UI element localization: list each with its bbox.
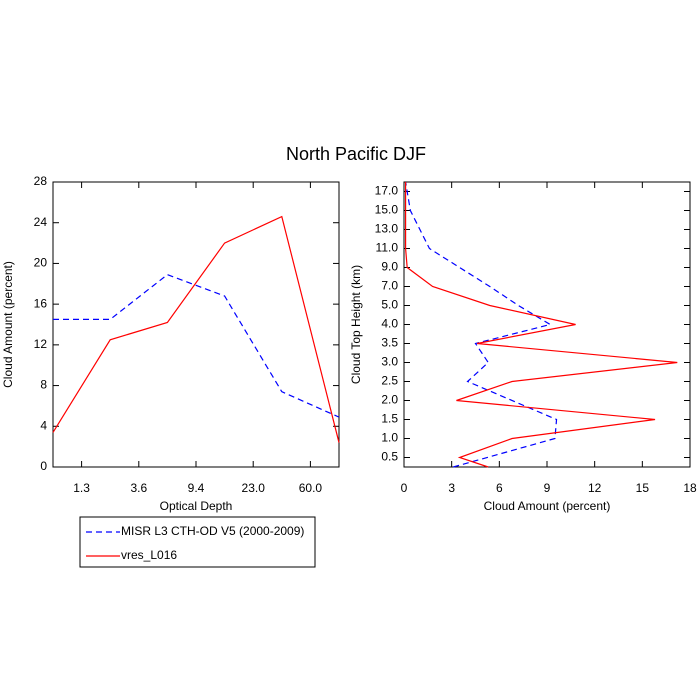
plot-frame bbox=[403, 181, 691, 468]
y-tick-label: 11.0 bbox=[376, 241, 399, 255]
x-tick-label: 6 bbox=[496, 481, 503, 495]
x-tick-label: 1.3 bbox=[73, 481, 90, 495]
series-line bbox=[52, 215, 340, 443]
legend-box bbox=[79, 516, 316, 568]
series-line bbox=[53, 273, 340, 418]
legend-label: MISR L3 CTH-OD V5 (2000-2009) bbox=[121, 524, 304, 538]
y-tick-label: 5.0 bbox=[381, 298, 398, 312]
y-tick-label: 3.5 bbox=[381, 336, 398, 350]
chart-title: North Pacific DJF bbox=[286, 144, 426, 164]
x-tick-label: 3 bbox=[448, 481, 455, 495]
x-tick-label: 0 bbox=[401, 481, 408, 495]
y-axis-label: Cloud Top Height (km) bbox=[349, 265, 363, 384]
x-tick-label: 60.0 bbox=[299, 481, 323, 495]
x-tick-label: 18 bbox=[683, 481, 697, 495]
y-tick-label: 0.5 bbox=[381, 450, 398, 464]
y-tick-label: 16 bbox=[34, 296, 48, 310]
y-tick-label: 24 bbox=[34, 215, 48, 229]
y-tick-label: 15.0 bbox=[375, 203, 399, 217]
x-axis-label: Cloud Amount (percent) bbox=[484, 499, 611, 513]
x-tick-label: 3.6 bbox=[130, 481, 147, 495]
y-tick-label: 8 bbox=[40, 378, 47, 392]
y-tick-label: 20 bbox=[34, 256, 48, 270]
x-axis-label: Optical Depth bbox=[160, 499, 233, 513]
y-tick-label: 4.0 bbox=[381, 317, 398, 331]
series-line bbox=[404, 182, 678, 468]
x-tick-label: 23.0 bbox=[242, 481, 266, 495]
y-tick-label: 4 bbox=[40, 418, 47, 432]
y-tick-label: 17.0 bbox=[375, 184, 399, 198]
series-line bbox=[404, 181, 558, 468]
legend-label: vres_L016 bbox=[121, 548, 177, 562]
y-tick-label: 7.0 bbox=[381, 279, 398, 293]
x-tick-label: 9 bbox=[544, 481, 551, 495]
y-tick-label: 1.0 bbox=[381, 431, 398, 445]
y-tick-label: 2.0 bbox=[381, 393, 398, 407]
y-axis-label: Cloud Amount (percent) bbox=[1, 261, 15, 388]
y-tick-label: 12 bbox=[34, 337, 48, 351]
y-tick-label: 9.0 bbox=[381, 260, 398, 274]
y-tick-label: 13.0 bbox=[375, 222, 399, 236]
y-tick-label: 0 bbox=[40, 459, 47, 473]
y-tick-label: 28 bbox=[34, 174, 48, 188]
y-tick-label: 1.5 bbox=[381, 412, 398, 426]
x-tick-label: 12 bbox=[588, 481, 602, 495]
y-tick-label: 2.5 bbox=[381, 374, 398, 388]
plot-frame bbox=[52, 181, 340, 468]
x-tick-label: 9.4 bbox=[188, 481, 205, 495]
x-tick-label: 15 bbox=[636, 481, 650, 495]
y-tick-label: 3.0 bbox=[381, 355, 398, 369]
